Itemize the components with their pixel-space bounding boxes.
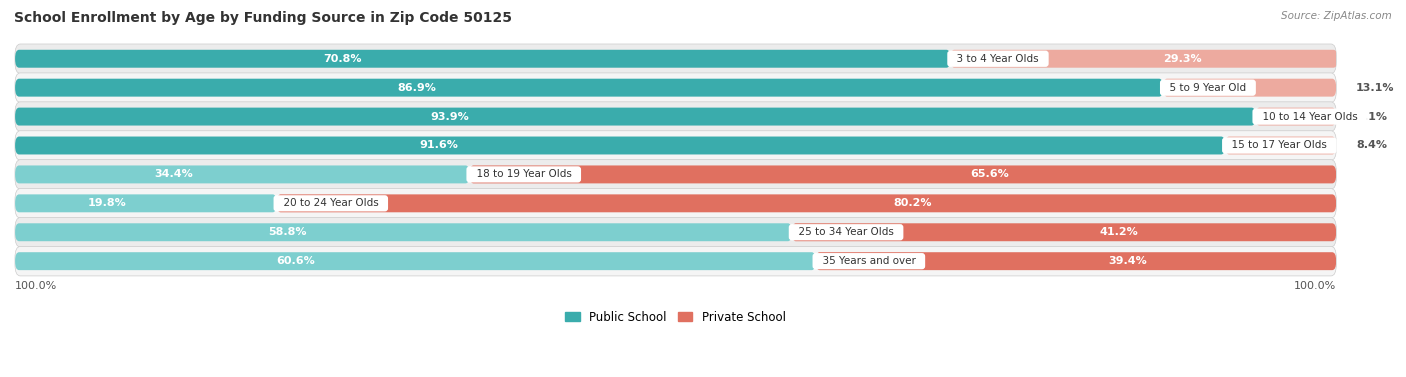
Text: 29.3%: 29.3% xyxy=(1163,54,1202,64)
FancyBboxPatch shape xyxy=(815,252,1336,270)
Text: 10 to 14 Year Olds: 10 to 14 Year Olds xyxy=(1256,112,1364,121)
Text: 5 to 9 Year Old: 5 to 9 Year Old xyxy=(1163,83,1253,93)
FancyBboxPatch shape xyxy=(15,107,1256,126)
FancyBboxPatch shape xyxy=(15,218,1336,247)
Text: Source: ZipAtlas.com: Source: ZipAtlas.com xyxy=(1281,11,1392,21)
FancyBboxPatch shape xyxy=(15,160,1336,189)
FancyBboxPatch shape xyxy=(792,223,1336,241)
Text: 6.1%: 6.1% xyxy=(1355,112,1386,121)
Text: 39.4%: 39.4% xyxy=(1108,256,1147,266)
Text: School Enrollment by Age by Funding Source in Zip Code 50125: School Enrollment by Age by Funding Sour… xyxy=(14,11,512,25)
FancyBboxPatch shape xyxy=(15,73,1336,103)
Text: 86.9%: 86.9% xyxy=(398,83,436,93)
FancyBboxPatch shape xyxy=(1225,136,1336,155)
Text: 34.4%: 34.4% xyxy=(155,169,194,179)
Text: 93.9%: 93.9% xyxy=(430,112,468,121)
Text: 41.2%: 41.2% xyxy=(1099,227,1137,237)
Text: 65.6%: 65.6% xyxy=(970,169,1010,179)
Text: 100.0%: 100.0% xyxy=(1294,281,1336,291)
Text: 20 to 24 Year Olds: 20 to 24 Year Olds xyxy=(277,198,385,208)
Legend: Public School, Private School: Public School, Private School xyxy=(561,306,790,328)
FancyBboxPatch shape xyxy=(15,131,1336,160)
Text: 60.6%: 60.6% xyxy=(276,256,315,266)
FancyBboxPatch shape xyxy=(15,247,1336,276)
FancyBboxPatch shape xyxy=(1256,107,1336,126)
Text: 18 to 19 Year Olds: 18 to 19 Year Olds xyxy=(470,169,578,179)
FancyBboxPatch shape xyxy=(15,102,1336,131)
Text: 19.8%: 19.8% xyxy=(87,198,127,208)
FancyBboxPatch shape xyxy=(15,223,792,241)
FancyBboxPatch shape xyxy=(277,195,1336,212)
FancyBboxPatch shape xyxy=(15,79,1163,97)
FancyBboxPatch shape xyxy=(15,166,470,183)
Text: 70.8%: 70.8% xyxy=(323,54,361,64)
FancyBboxPatch shape xyxy=(15,252,815,270)
Text: 15 to 17 Year Olds: 15 to 17 Year Olds xyxy=(1225,141,1333,150)
Text: 91.6%: 91.6% xyxy=(419,141,458,150)
FancyBboxPatch shape xyxy=(1163,79,1336,97)
Text: 35 Years and over: 35 Years and over xyxy=(815,256,922,266)
FancyBboxPatch shape xyxy=(15,136,1225,155)
FancyBboxPatch shape xyxy=(15,195,277,212)
Text: 3 to 4 Year Olds: 3 to 4 Year Olds xyxy=(950,54,1046,64)
Text: 8.4%: 8.4% xyxy=(1355,141,1386,150)
Text: 58.8%: 58.8% xyxy=(267,227,307,237)
FancyBboxPatch shape xyxy=(950,50,1337,68)
FancyBboxPatch shape xyxy=(15,50,950,68)
Text: 25 to 34 Year Olds: 25 to 34 Year Olds xyxy=(792,227,900,237)
FancyBboxPatch shape xyxy=(470,166,1336,183)
FancyBboxPatch shape xyxy=(15,188,1336,218)
Text: 100.0%: 100.0% xyxy=(15,281,58,291)
FancyBboxPatch shape xyxy=(15,44,1336,74)
Text: 80.2%: 80.2% xyxy=(893,198,932,208)
Text: 13.1%: 13.1% xyxy=(1355,83,1395,93)
